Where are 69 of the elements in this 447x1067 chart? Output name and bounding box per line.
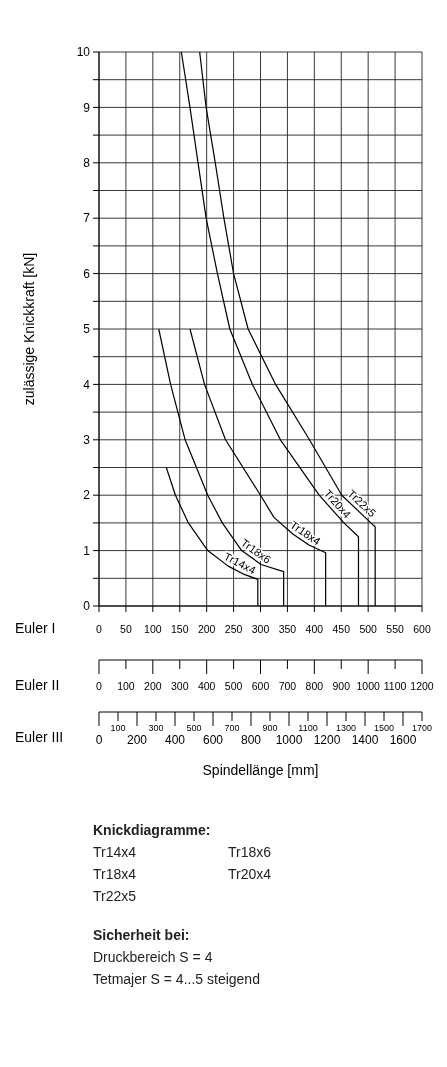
x2-tick-label: 400 bbox=[197, 680, 216, 692]
text: 1300 bbox=[335, 723, 357, 733]
text: Euler III bbox=[15, 729, 64, 745]
x-tick-label: 50 bbox=[120, 623, 132, 635]
y-tick-label: 3 bbox=[83, 433, 91, 447]
x-axis-title: Spindellänge [mm] bbox=[202, 762, 319, 778]
x2-tick-label: 1200 bbox=[410, 680, 434, 692]
text: 1500 bbox=[373, 723, 395, 733]
y-tick-label: 5 bbox=[83, 322, 91, 337]
text: Knickdiagramme: bbox=[93, 822, 211, 838]
text: 1100 bbox=[298, 723, 318, 733]
text: 200 bbox=[126, 733, 148, 747]
x-tick-label: 600 bbox=[413, 623, 431, 635]
x-tick-label: 550 bbox=[386, 623, 404, 635]
text: 900 bbox=[262, 723, 278, 733]
text: 1700 bbox=[411, 723, 433, 733]
x2-tick-label: 900 bbox=[332, 680, 351, 692]
text: Tr22x5 bbox=[93, 888, 137, 904]
text: Sicherheit bei: bbox=[93, 927, 190, 943]
x-tick-label: 500 bbox=[359, 623, 378, 635]
x2-tick-label: 1000 bbox=[356, 680, 381, 692]
x2-tick-label: 600 bbox=[251, 680, 270, 692]
text: Tr18x4 bbox=[93, 866, 137, 882]
y-tick-label: 9 bbox=[83, 100, 91, 115]
x2-tick-label: 100 bbox=[117, 680, 135, 692]
x-tick-label: 300 bbox=[251, 623, 270, 635]
y-axis-title: zulässige Knickkraft [kN] bbox=[21, 252, 37, 406]
x-tick-label: 200 bbox=[197, 623, 216, 635]
y-tick-label: 4 bbox=[83, 377, 91, 392]
text: Tr14x4 bbox=[93, 844, 137, 860]
text: 600 bbox=[202, 733, 224, 747]
x-tick-label: 250 bbox=[224, 623, 243, 635]
y-tick-label: 6 bbox=[83, 266, 91, 281]
text: Tetmajer S = 4...5 steigend bbox=[93, 971, 260, 987]
text: 1200 bbox=[313, 733, 341, 747]
y-tick-label: 8 bbox=[83, 156, 91, 170]
text: 500 bbox=[186, 723, 202, 733]
x2-tick-label: 700 bbox=[278, 680, 297, 692]
text: 700 bbox=[224, 723, 240, 733]
text: Druckbereich S = 4 bbox=[93, 949, 213, 965]
text: 1000 bbox=[275, 733, 303, 747]
x2-tick-label: 0 bbox=[96, 680, 103, 692]
text: 100 bbox=[110, 723, 126, 733]
y-tick-label: 10 bbox=[76, 45, 91, 60]
x2-tick-label: 200 bbox=[144, 680, 162, 692]
text: 300 bbox=[148, 723, 164, 733]
x-tick-label: 350 bbox=[278, 623, 297, 635]
x2-axis-title: Euler II bbox=[15, 677, 60, 693]
x-tick-label: 150 bbox=[170, 623, 189, 635]
x-tick-label: 400 bbox=[305, 623, 324, 635]
text: 800 bbox=[240, 733, 262, 747]
text: Euler I bbox=[15, 620, 56, 636]
x2-tick-label: 800 bbox=[305, 680, 324, 692]
x-tick-label: 450 bbox=[332, 623, 351, 635]
x2-tick-label: 500 bbox=[224, 680, 243, 692]
y-tick-label: 1 bbox=[83, 543, 91, 558]
text: 1600 bbox=[389, 733, 417, 747]
y-tick-label: 2 bbox=[83, 488, 91, 503]
x-tick-label: 100 bbox=[144, 623, 162, 635]
x2-tick-label: 1100 bbox=[383, 680, 407, 692]
y-tick-label: 7 bbox=[83, 211, 91, 226]
text: Tr20x4 bbox=[228, 866, 272, 882]
y-tick-label: 0 bbox=[83, 599, 91, 614]
x2-tick-label: 300 bbox=[170, 680, 189, 692]
text: 400 bbox=[164, 733, 186, 747]
text: Tr18x6 bbox=[228, 844, 272, 860]
text: 0 bbox=[95, 733, 103, 747]
x-tick-label: 0 bbox=[96, 623, 103, 635]
text: 1400 bbox=[351, 733, 379, 747]
